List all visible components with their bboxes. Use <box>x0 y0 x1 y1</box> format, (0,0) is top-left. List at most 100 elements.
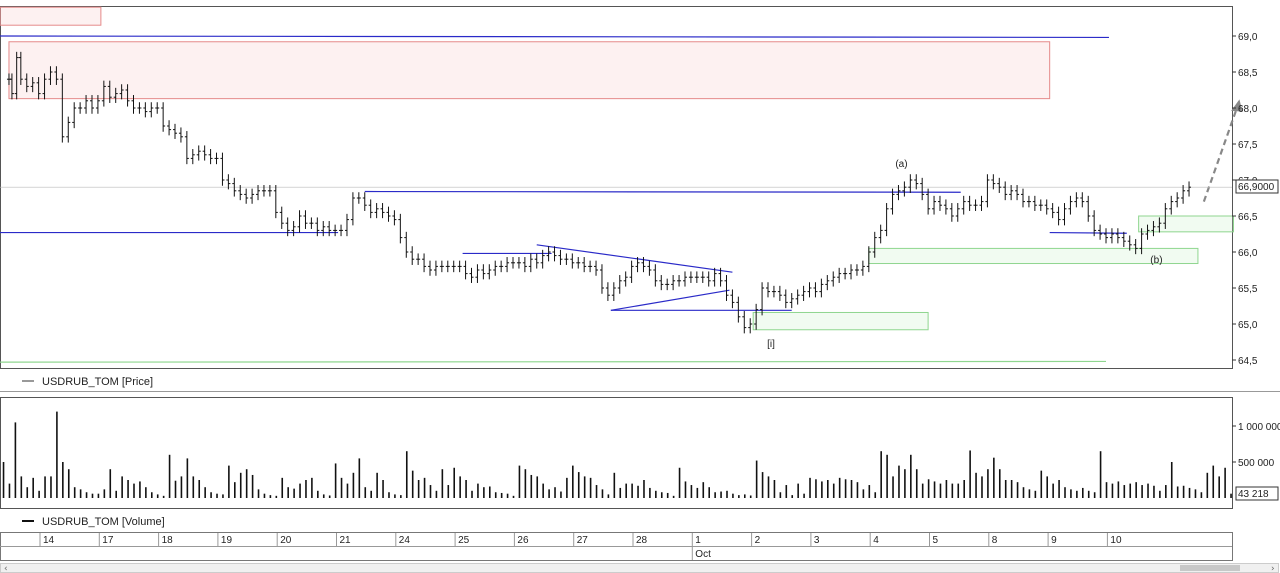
price-bar <box>250 188 255 204</box>
price-bar <box>617 275 622 294</box>
last-price-tag-box <box>1235 179 1279 194</box>
price-bar <box>208 149 213 165</box>
price-bar <box>1020 188 1025 208</box>
price-y-axis: 69,068,568,067,567,066,566,065,565,064,5 <box>1232 32 1258 367</box>
price-bar <box>125 84 130 107</box>
price-bar <box>665 278 670 291</box>
price-bar <box>872 231 877 258</box>
price-tick-label: 68,5 <box>1238 68 1258 79</box>
wave-label: [i] <box>767 339 775 350</box>
price-bar <box>232 177 237 197</box>
price-bar <box>760 282 765 316</box>
price-bar <box>766 282 771 298</box>
price-bar <box>1163 203 1168 229</box>
price-bar <box>18 51 23 85</box>
price-bar <box>1068 195 1073 215</box>
price-legend-label: USDRUB_TOM [Price] <box>42 376 153 388</box>
date-label: 5 <box>933 535 939 546</box>
price-bar <box>736 296 741 323</box>
price-bar <box>66 116 71 143</box>
price-bar <box>706 271 711 287</box>
price-bar <box>991 174 996 190</box>
price-bar <box>1151 221 1156 237</box>
price-bar <box>1038 199 1043 211</box>
price-bar <box>143 102 148 118</box>
price-bar <box>14 51 19 100</box>
price-bar <box>333 224 338 237</box>
price-bar <box>202 145 207 161</box>
date-label: 18 <box>162 535 174 546</box>
price-bar <box>742 311 747 334</box>
price-bar <box>605 282 610 301</box>
projection-arrowhead <box>1231 99 1243 112</box>
price-bar <box>783 289 788 309</box>
price-bar <box>1009 185 1014 201</box>
price-bar <box>837 267 842 283</box>
price-bar <box>694 271 699 283</box>
price-bar <box>196 145 201 161</box>
price-bar <box>374 203 379 219</box>
price-bar <box>623 271 628 287</box>
price-bar <box>220 152 225 186</box>
price-bar <box>339 224 344 237</box>
price-bar <box>499 260 504 273</box>
price-bar <box>576 257 581 269</box>
price-bar <box>920 177 925 201</box>
h-scrollbar[interactable] <box>0 563 1279 573</box>
price-bar <box>700 271 705 283</box>
price-bar <box>167 120 172 136</box>
price-bar <box>190 149 195 165</box>
scroll-thumb[interactable] <box>1180 565 1240 571</box>
price-bar <box>505 257 510 273</box>
price-bar <box>926 188 931 215</box>
price-tick-label: 64,5 <box>1238 356 1258 367</box>
price-bar <box>860 260 865 276</box>
price-bar <box>350 192 355 226</box>
price-bar <box>475 264 480 283</box>
last-price-tag: 66,9000 <box>1238 182 1275 193</box>
price-tick-label: 65,0 <box>1238 320 1258 331</box>
price-bar <box>267 185 272 197</box>
price-bar <box>1003 181 1008 201</box>
scroll-right-arrow[interactable]: › <box>1271 564 1275 573</box>
month-label: Oct <box>695 549 711 560</box>
price-bar <box>487 264 492 280</box>
date-label: 10 <box>1110 535 1122 546</box>
price-bar <box>309 217 314 229</box>
price-bar <box>979 195 984 211</box>
price-bar <box>825 275 830 291</box>
price-bars <box>6 51 1192 334</box>
price-bar <box>1175 192 1180 208</box>
last-volume-tag-box <box>1235 486 1279 501</box>
price-bar <box>119 84 124 100</box>
price-bar <box>327 221 332 237</box>
price-bar <box>777 285 782 301</box>
price-bar <box>72 102 77 129</box>
volume-tick-label: 500 000 <box>1238 458 1275 469</box>
support-zone-right <box>1138 215 1235 233</box>
price-tick-label: 66,0 <box>1238 248 1258 259</box>
price-bar <box>137 102 142 114</box>
date-label: 14 <box>43 535 55 546</box>
price-bar <box>469 267 474 283</box>
price-bar <box>1015 185 1020 201</box>
price-bar <box>795 289 800 305</box>
scroll-left-arrow[interactable]: ‹ <box>4 564 8 573</box>
price-bar <box>997 177 1002 193</box>
volume-y-axis: 1 000 000 500 000 <box>1232 422 1280 469</box>
price-bar <box>932 195 937 215</box>
price-bar <box>748 318 753 334</box>
price-bar <box>303 210 308 229</box>
price-bar <box>273 185 278 219</box>
price-bar <box>404 231 409 258</box>
price-bar <box>724 275 729 301</box>
horizontal-line-mid <box>364 190 961 193</box>
price-bar <box>671 275 676 291</box>
price-bar <box>582 257 587 273</box>
price-bar <box>511 257 516 269</box>
price-bar <box>967 195 972 211</box>
price-bar <box>682 271 687 287</box>
price-bar <box>1181 185 1186 204</box>
price-bar <box>534 253 539 269</box>
date-label: 28 <box>636 535 648 546</box>
